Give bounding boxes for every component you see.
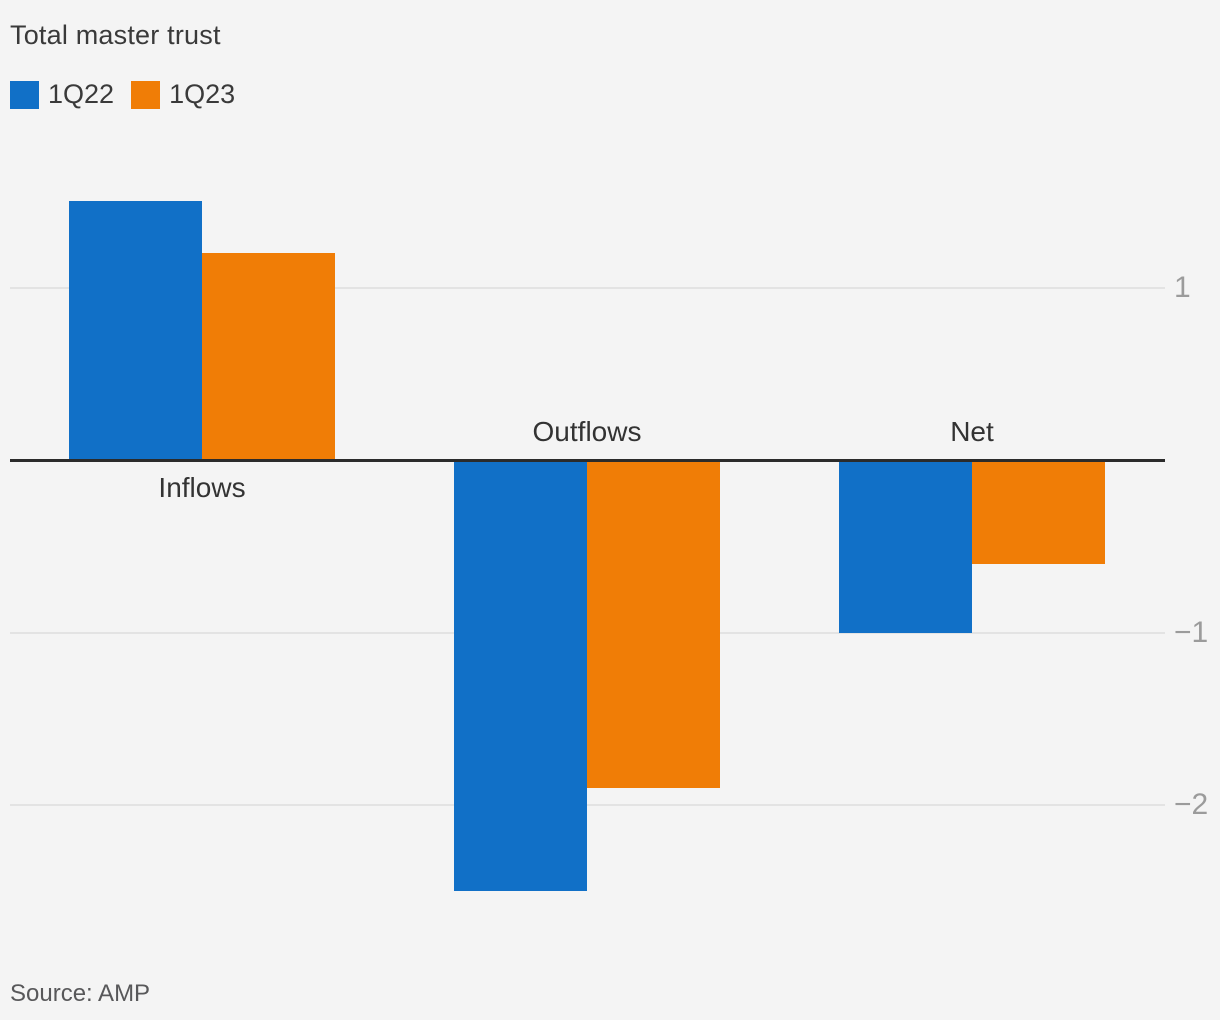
category-label-net: Net [950, 416, 994, 447]
legend-item-1q22: 1Q22 [10, 79, 114, 110]
chart-title: Total master trust [10, 20, 221, 50]
bar-1q23-inflows [202, 253, 335, 460]
y-axis-label-−2: −2 [1174, 788, 1209, 821]
legend-label: 1Q22 [48, 79, 115, 109]
legend-swatch-1q22 [10, 80, 39, 109]
legend-item-1q23: 1Q23 [131, 79, 235, 110]
bar-1q23-outflows [587, 460, 720, 788]
legend-swatch-1q23 [131, 80, 161, 109]
gridline-1 [10, 286, 1165, 289]
category-label-outflows: Outflows [532, 416, 642, 447]
bar-1q22-outflows [454, 460, 587, 892]
source-label: Source: AMP [10, 980, 151, 1007]
bar-1q23-net [972, 460, 1105, 564]
bar-1q22-net [839, 460, 972, 633]
chart-legend: 1Q22 1Q23 [10, 79, 252, 110]
y-axis-label-−1: −1 [1174, 615, 1209, 649]
gridline-−2 [10, 804, 1165, 806]
category-label-inflows: Inflows [158, 472, 246, 503]
zero-baseline [10, 459, 1165, 462]
legend-label: 1Q23 [169, 79, 236, 109]
y-axis-label-1: 1 [1174, 270, 1191, 304]
bar-1q22-inflows [69, 201, 202, 460]
